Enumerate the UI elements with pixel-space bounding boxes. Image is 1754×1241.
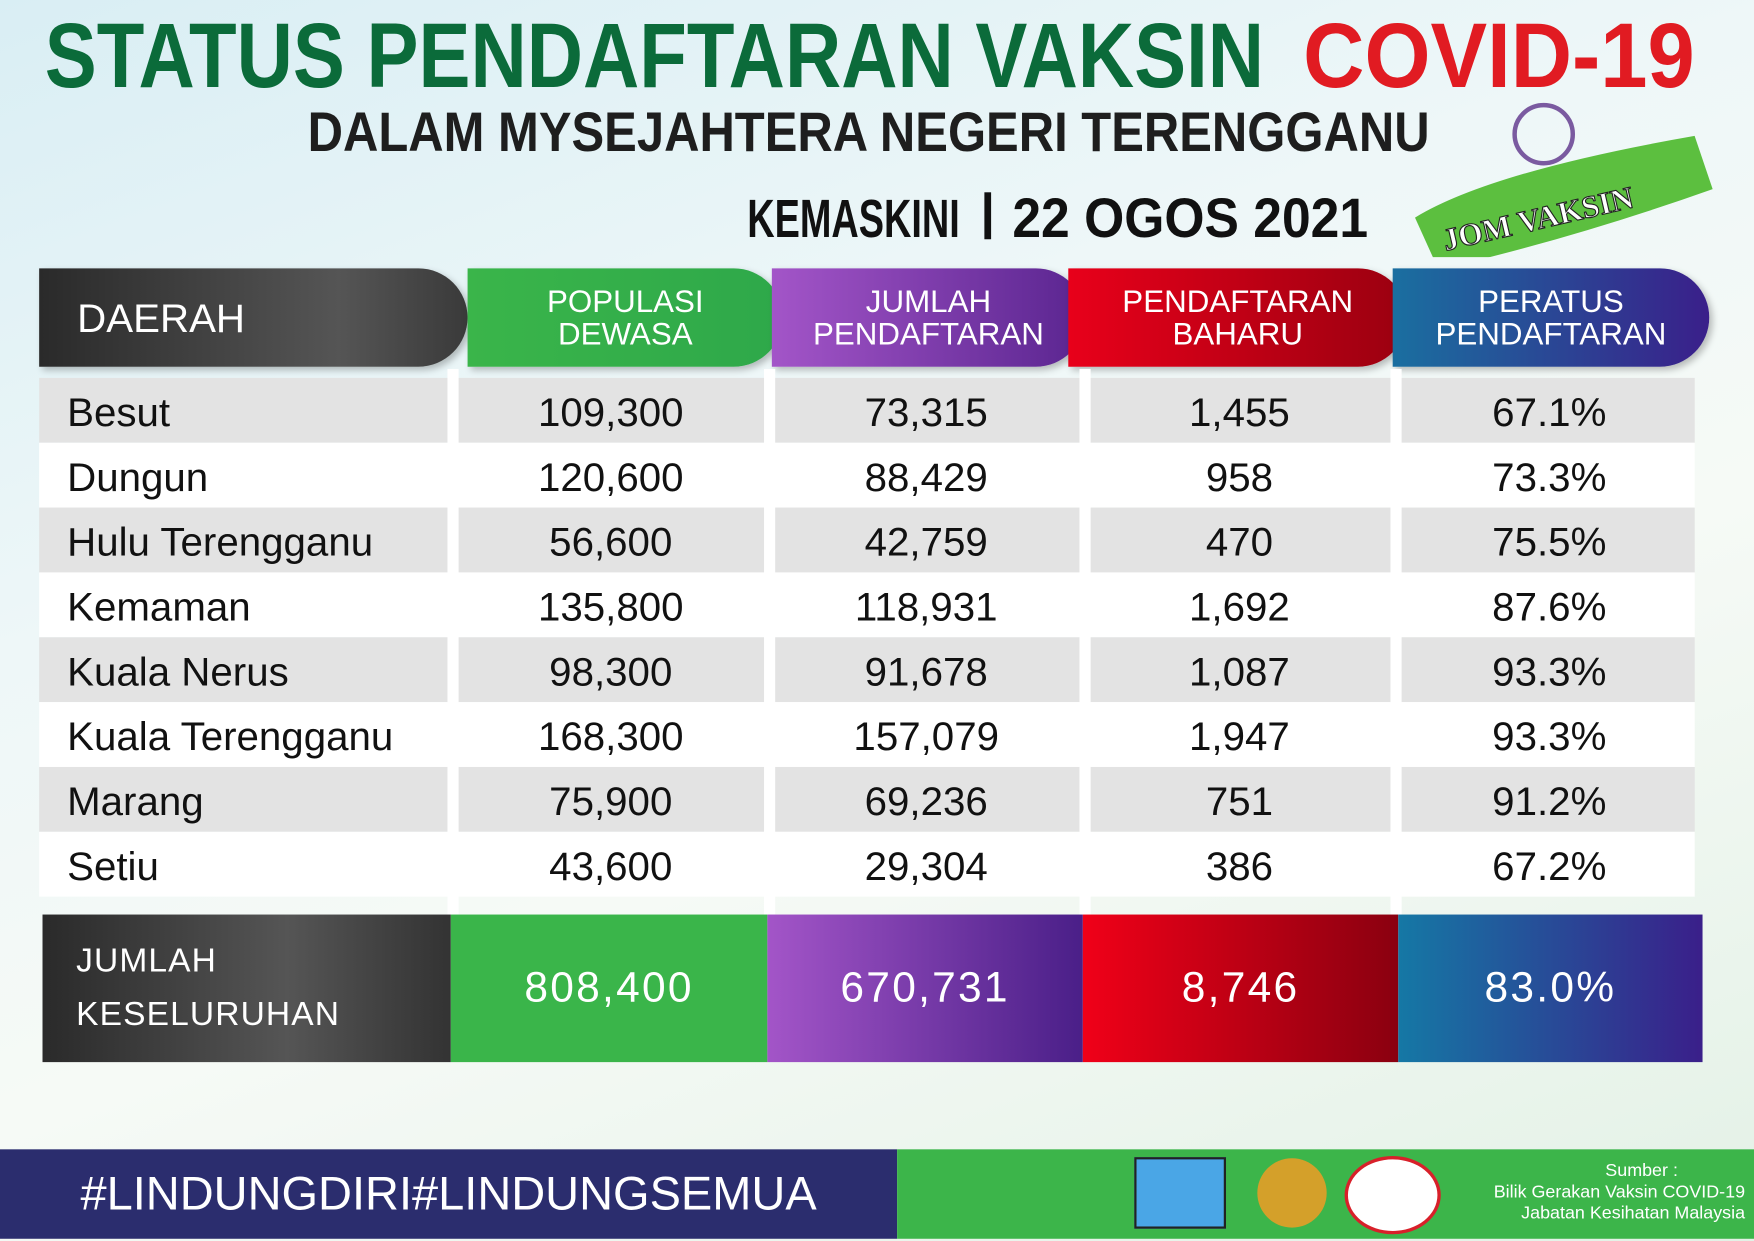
col-header: JUMLAH PENDAFTARAN <box>771 268 1086 367</box>
title-highlight: COVID-19 <box>1303 5 1695 107</box>
table-cell: 118,931 <box>854 583 998 630</box>
total-value: 8,746 <box>1082 914 1399 1063</box>
table-cell: Besut <box>67 389 171 435</box>
table-cell: 67.2% <box>1492 842 1607 889</box>
table-cell: 91.2% <box>1492 778 1607 824</box>
table-row: Dungun 120,600 88,429 958 73.3% <box>39 442 1695 508</box>
table-row: Setiu 43,600 29,304 386 67.2% <box>39 831 1695 897</box>
column-separator <box>1390 368 1402 915</box>
table-cell: 69,236 <box>864 778 988 824</box>
total-label-line: KESELURUHAN <box>76 996 341 1034</box>
table-cell: 1,692 <box>1189 583 1290 630</box>
source: Sumber : Bilik Gerakan Vaksin COVID-19 J… <box>1494 1161 1745 1225</box>
table-cell: 93.3% <box>1492 648 1607 695</box>
col-header-line: POPULASI <box>546 283 704 319</box>
table-cell: 88,429 <box>864 453 988 500</box>
hashtag: #LINDUNGDIRI#LINDUNGSEMUA <box>0 1149 898 1239</box>
table-cell: 73,315 <box>864 389 988 435</box>
table-cell: 93.3% <box>1492 713 1607 760</box>
update-date: 22 OGOS 2021 <box>1012 186 1368 249</box>
col-header: POPULASI DEWASA <box>467 268 784 367</box>
total-value: 670,731 <box>767 914 1083 1063</box>
table-cell: Kemaman <box>67 583 251 630</box>
table-cell: Dungun <box>67 453 209 500</box>
table-cell: 470 <box>1205 518 1274 565</box>
logo <box>1344 1156 1441 1235</box>
total-value: 83.0% <box>1398 914 1703 1063</box>
column-separator <box>764 368 776 915</box>
table-cell: 43,600 <box>549 842 673 889</box>
table-cell: 87.6% <box>1492 583 1607 630</box>
table-row: Besut 109,300 73,315 1,455 67.1% <box>39 377 1695 443</box>
title: STATUS PENDAFTARAN VAKSIN <box>45 5 1264 107</box>
update-label: KEMASKINI <box>747 189 960 249</box>
col-header-line: JUMLAH <box>865 283 992 319</box>
col-header-line: BAHARU <box>1172 316 1304 352</box>
table-cell: 91,678 <box>864 648 988 695</box>
header: STATUS PENDAFTARAN VAKSIN COVID-19 DALAM… <box>45 5 1713 258</box>
icon <box>1512 102 1576 166</box>
column-separator <box>1079 368 1091 915</box>
col-header-line: PENDAFTARAN <box>1435 316 1667 352</box>
source-line: Bilik Gerakan Vaksin COVID-19 <box>1493 1182 1746 1202</box>
footer-right: Sumber : Bilik Gerakan Vaksin COVID-19 J… <box>897 1149 1754 1239</box>
col-header-line: PENDAFTARAN <box>1122 283 1354 319</box>
table-cell: 157,079 <box>853 713 999 760</box>
col-header-line: PERATUS <box>1478 283 1624 319</box>
table-cell: Setiu <box>67 842 159 889</box>
table-cell: Marang <box>67 778 204 824</box>
col-header: PERATUS PENDAFTARAN <box>1392 268 1710 367</box>
table-cell: 29,304 <box>864 842 988 889</box>
table-cell: 98,300 <box>549 648 673 695</box>
col-header: DAERAH <box>39 268 468 367</box>
logo <box>1257 1158 1327 1228</box>
table-cell: 751 <box>1205 778 1274 824</box>
table-row: Kemaman 135,800 118,931 1,692 87.6% <box>39 572 1695 638</box>
table-cell: 75.5% <box>1492 518 1607 565</box>
table-cell: 56,600 <box>549 518 673 565</box>
table-cell: 958 <box>1205 453 1274 500</box>
total-label: JUMLAH KESELURUHAN <box>42 914 451 1063</box>
table-cell: Kuala Terengganu <box>67 713 394 760</box>
col-header-line: DAERAH <box>77 294 246 341</box>
table-cell: 386 <box>1205 842 1274 889</box>
table-cell: 109,300 <box>537 389 684 435</box>
badge: JOM VAKSIN <box>1415 135 1713 258</box>
total-label-line: JUMLAH <box>76 942 218 980</box>
col-header-line: PENDAFTARAN <box>813 316 1044 352</box>
table-cell: 75,900 <box>549 778 673 824</box>
col-header: PENDAFTARAN BAHARU <box>1068 268 1408 367</box>
subtitle: DALAM MYSEJAHTERA NEGERI TERENGGANU <box>308 100 1430 163</box>
col-header-line: DEWASA <box>558 316 693 352</box>
table-cell: 42,759 <box>864 518 988 565</box>
table-cell: 1,455 <box>1189 389 1290 435</box>
divider <box>984 192 992 240</box>
table-cell: 1,947 <box>1189 713 1290 760</box>
source-line: Jabatan Kesihatan Malaysia <box>1521 1204 1746 1224</box>
table-cell: Kuala Nerus <box>67 648 289 695</box>
table-cell: 67.1% <box>1492 389 1607 435</box>
total-value: 808,400 <box>450 914 768 1063</box>
table-cell: 73.3% <box>1492 453 1607 500</box>
table-cell: 168,300 <box>537 713 684 760</box>
source-line: Sumber : <box>1605 1161 1678 1181</box>
logo <box>1134 1157 1227 1229</box>
table-row: Hulu Terengganu 56,600 42,759 470 75.5% <box>39 507 1695 573</box>
table-cell: 120,600 <box>537 453 684 500</box>
table-cell: Hulu Terengganu <box>67 518 374 565</box>
table-cell: 135,800 <box>537 583 684 630</box>
table-row: Kuala Terengganu 168,300 157,079 1,947 93.3% <box>39 702 1695 767</box>
column-separator <box>447 368 459 915</box>
table-row: Kuala Nerus 98,300 91,678 1,087 93.3% <box>39 637 1695 703</box>
table-row: Marang 75,900 69,236 751 91.2% <box>39 766 1695 832</box>
table-cell: 1,087 <box>1189 648 1290 695</box>
